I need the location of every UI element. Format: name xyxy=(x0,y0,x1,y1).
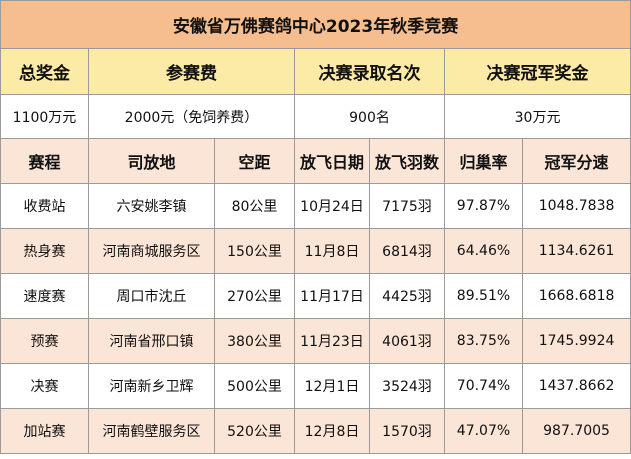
cell-return-rate: 83.75% xyxy=(444,318,523,364)
cell-winner-speed: 1668.6818 xyxy=(521,273,631,319)
summary-header-total-prize: 总奖金 xyxy=(0,48,89,95)
cell-stage: 热身赛 xyxy=(0,228,89,274)
summary-value-row: 1100万元 2000元（免饲养费） 900名 30万元 xyxy=(0,94,631,139)
cell-release-date: 11月8日 xyxy=(294,228,370,274)
cell-release-date: 12月1日 xyxy=(294,363,370,409)
column-header-release-site: 司放地 xyxy=(88,138,215,184)
sheet-title: 安徽省万佛赛鸽中心2023年秋季竞赛 xyxy=(0,0,631,49)
cell-release-site: 河南商城服务区 xyxy=(88,228,215,274)
cell-distance: 500公里 xyxy=(214,363,295,409)
cell-birds-released: 1570羽 xyxy=(369,408,445,454)
cell-distance: 270公里 xyxy=(214,273,295,319)
cell-stage: 决赛 xyxy=(0,363,89,409)
table-row: 预赛 河南省邢口镇 380公里 11月23日 4061羽 83.75% 1745… xyxy=(0,318,631,364)
title-row: 安徽省万佛赛鸽中心2023年秋季竞赛 xyxy=(0,0,631,49)
summary-value-total-prize: 1100万元 xyxy=(0,94,89,139)
race-table-header-row: 赛程 司放地 空距 放飞日期 放飞羽数 归巢率 冠军分速 xyxy=(0,138,631,184)
cell-birds-released: 7175羽 xyxy=(369,183,445,229)
cell-stage: 收费站 xyxy=(0,183,89,229)
cell-winner-speed: 1745.9924 xyxy=(521,318,631,364)
cell-release-site: 六安姚李镇 xyxy=(88,183,215,229)
cell-birds-released: 3524羽 xyxy=(369,363,445,409)
summary-header-row: 总奖金 参赛费 决赛录取名次 决赛冠军奖金 xyxy=(0,48,631,95)
cell-release-date: 11月23日 xyxy=(294,318,370,364)
cell-return-rate: 70.74% xyxy=(444,363,523,409)
cell-release-site: 周口市沈丘 xyxy=(88,273,215,319)
column-header-winner-speed: 冠军分速 xyxy=(521,138,631,184)
cell-return-rate: 64.46% xyxy=(444,228,523,274)
cell-stage: 速度赛 xyxy=(0,273,89,319)
cell-release-date: 11月17日 xyxy=(294,273,370,319)
column-header-return-rate: 归巢率 xyxy=(444,138,523,184)
cell-winner-speed: 1134.6261 xyxy=(521,228,631,274)
cell-return-rate: 47.07% xyxy=(444,408,523,454)
cell-winner-speed: 1437.8662 xyxy=(521,363,631,409)
cell-distance: 520公里 xyxy=(214,408,295,454)
cell-return-rate: 89.51% xyxy=(444,273,523,319)
summary-header-entry-fee: 参赛费 xyxy=(88,48,295,95)
cell-birds-released: 4425羽 xyxy=(369,273,445,319)
column-header-release-date: 放飞日期 xyxy=(294,138,370,184)
column-header-stage: 赛程 xyxy=(0,138,89,184)
summary-value-final-places: 900名 xyxy=(294,94,445,139)
table-row: 速度赛 周口市沈丘 270公里 11月17日 4425羽 89.51% 1668… xyxy=(0,273,631,319)
cell-release-date: 12月8日 xyxy=(294,408,370,454)
cell-release-site: 河南新乡卫辉 xyxy=(88,363,215,409)
cell-winner-speed: 987.7005 xyxy=(521,408,631,454)
summary-value-champion-prize: 30万元 xyxy=(443,94,631,139)
table-row: 加站赛 河南鹤壁服务区 520公里 12月8日 1570羽 47.07% 987… xyxy=(0,408,631,454)
cell-return-rate: 97.87% xyxy=(444,183,523,229)
summary-header-final-places: 决赛录取名次 xyxy=(294,48,445,95)
cell-winner-speed: 1048.7838 xyxy=(521,183,631,229)
cell-distance: 80公里 xyxy=(214,183,295,229)
table-row: 收费站 六安姚李镇 80公里 10月24日 7175羽 97.87% 1048.… xyxy=(0,183,631,229)
column-header-birds-released: 放飞羽数 xyxy=(369,138,445,184)
table-row: 决赛 河南新乡卫辉 500公里 12月1日 3524羽 70.74% 1437.… xyxy=(0,363,631,409)
summary-header-champion-prize: 决赛冠军奖金 xyxy=(443,48,631,95)
table-row: 热身赛 河南商城服务区 150公里 11月8日 6814羽 64.46% 113… xyxy=(0,228,631,274)
cell-birds-released: 4061羽 xyxy=(369,318,445,364)
cell-release-site: 河南鹤壁服务区 xyxy=(88,408,215,454)
cell-distance: 150公里 xyxy=(214,228,295,274)
cell-distance: 380公里 xyxy=(214,318,295,364)
cell-release-site: 河南省邢口镇 xyxy=(88,318,215,364)
cell-birds-released: 6814羽 xyxy=(369,228,445,274)
cell-release-date: 10月24日 xyxy=(294,183,370,229)
summary-value-entry-fee: 2000元（免饲养费） xyxy=(88,94,295,139)
column-header-distance: 空距 xyxy=(214,138,295,184)
cell-stage: 预赛 xyxy=(0,318,89,364)
cell-stage: 加站赛 xyxy=(0,408,89,454)
